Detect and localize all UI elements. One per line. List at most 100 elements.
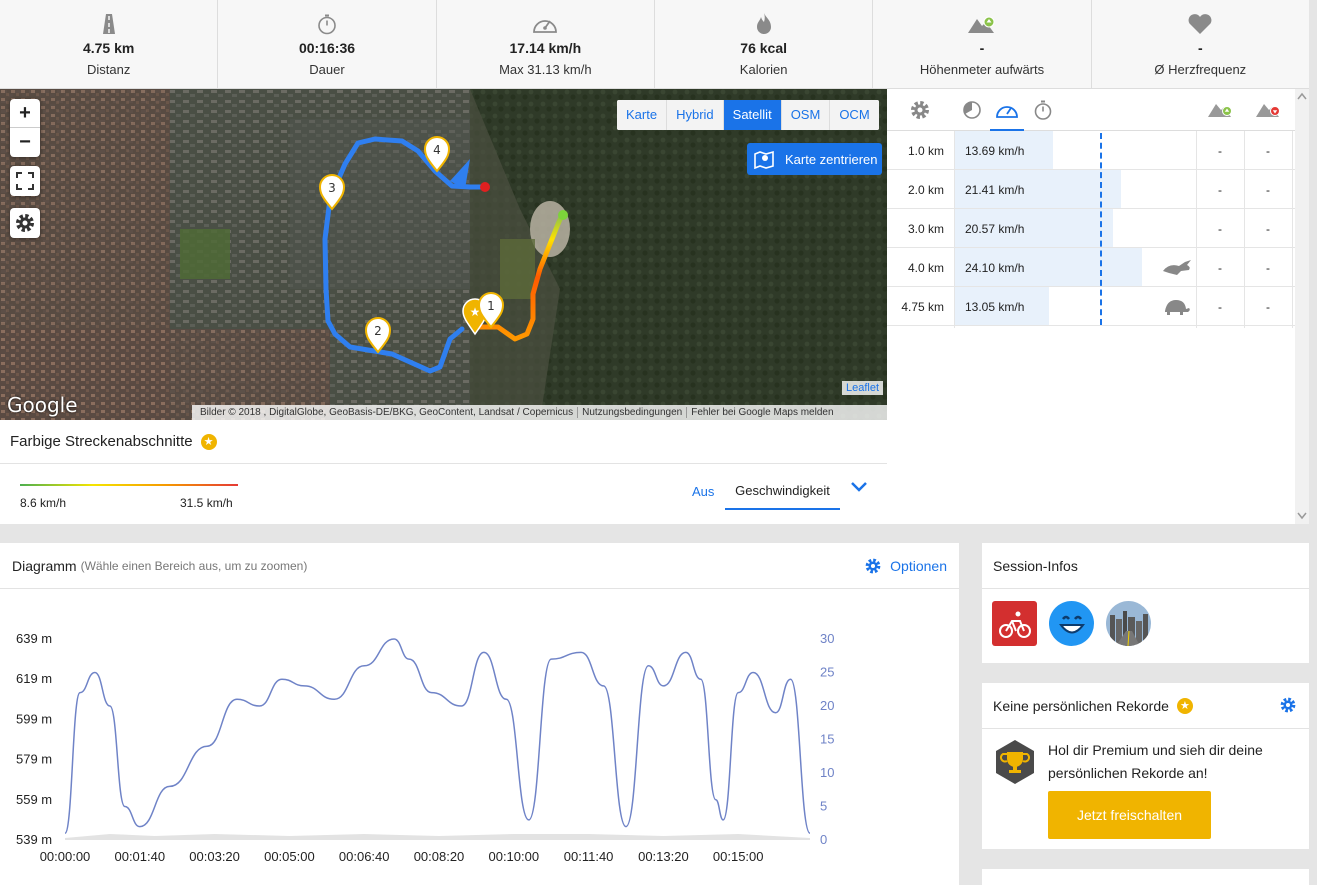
elevation-area xyxy=(65,834,810,840)
color-option-speed[interactable]: Geschwindigkeit xyxy=(725,476,840,510)
svg-text:★: ★ xyxy=(470,305,481,319)
x-tick-label: 00:10:00 xyxy=(488,849,539,864)
split-speed-bar xyxy=(955,131,1053,169)
stat-value: 00:16:36 xyxy=(298,40,356,56)
gear-icon[interactable] xyxy=(909,99,931,126)
gradient-min-label: 8.6 km/h xyxy=(20,496,67,510)
x-tick-label: 00:06:40 xyxy=(339,849,390,864)
leaflet-link[interactable]: Leaflet xyxy=(842,381,884,395)
split-speed: 20.57 km/h xyxy=(965,222,1025,236)
gradient-max-label: 31.5 km/h xyxy=(180,496,233,510)
map-marker[interactable]: 3 xyxy=(318,174,346,211)
route-map[interactable]: ★ 1 2 3 4 + − Karte Hybrid Satellit OSM xyxy=(0,89,887,420)
split-row[interactable]: 2.0 km 21.41 km/h - - xyxy=(887,170,1309,209)
map-attribution: Bilder © 2018 , DigitalGlobe, GeoBasis-D… xyxy=(192,405,887,420)
layer-hybrid[interactable]: Hybrid xyxy=(667,100,724,130)
y-left-tick-label: 639 m xyxy=(16,631,52,646)
split-elevation-down: - xyxy=(1266,222,1270,236)
terms-link[interactable]: Nutzungsbedingungen xyxy=(578,407,688,418)
records-message: Hol dir Premium und sieh dir deine persö… xyxy=(1048,742,1263,781)
x-tick-label: 00:11:40 xyxy=(564,849,614,864)
y-right-tick-label: 5 xyxy=(820,799,827,814)
split-elevation-up: - xyxy=(1218,300,1222,314)
session-title: Session-Infos xyxy=(993,557,1078,574)
split-distance: 3.0 km xyxy=(907,222,944,236)
y-right-tick-label: 15 xyxy=(820,732,834,747)
fullscreen-icon xyxy=(16,172,34,190)
stat-label: Max 31.13 km/h xyxy=(499,62,592,77)
smiley-icon[interactable] xyxy=(1049,601,1094,646)
x-tick-label: 00:03:20 xyxy=(189,849,240,864)
color-option-off[interactable]: Aus xyxy=(692,484,715,499)
gear-icon[interactable] xyxy=(1279,696,1297,719)
average-speed-line xyxy=(1100,133,1102,325)
speedometer-icon xyxy=(437,12,654,36)
x-tick-label: 00:01:40 xyxy=(114,849,165,864)
records-panel: Keine persönlichen Rekorde ★ Hol dir Pre… xyxy=(982,683,1309,849)
split-elevation-down: - xyxy=(1266,144,1270,158)
fullscreen-button[interactable] xyxy=(10,166,40,196)
stat-value: 4.75 km xyxy=(82,40,135,56)
section-title: Farbige Streckenabschnitte xyxy=(10,433,193,450)
map-marker[interactable]: 4 xyxy=(423,136,451,173)
turtle-icon xyxy=(1161,296,1191,319)
marker-label: 3 xyxy=(328,181,336,195)
zoom-control: + − xyxy=(10,99,40,157)
chevron-down-icon[interactable] xyxy=(850,480,868,498)
skyline-icon[interactable] xyxy=(1106,601,1151,646)
split-speed-bar xyxy=(955,209,1113,247)
split-row[interactable]: 4.0 km 24.10 km/h - - xyxy=(887,248,1309,287)
mountain-up-icon[interactable] xyxy=(1207,99,1235,124)
layer-osm[interactable]: OSM xyxy=(781,100,831,130)
map-layer-switcher: Karte Hybrid Satellit OSM OCM xyxy=(617,100,879,130)
pace-icon[interactable] xyxy=(962,100,982,125)
y-right-tick-label: 10 xyxy=(820,765,834,780)
y-left-tick-label: 559 m xyxy=(16,792,52,807)
session-info-panel: Session-Infos xyxy=(982,543,1309,663)
map-settings-button[interactable] xyxy=(10,208,40,238)
splits-table-header xyxy=(887,89,1309,131)
options-button[interactable]: Optionen xyxy=(864,557,947,575)
split-distance: 1.0 km xyxy=(907,144,944,158)
split-elevation-up: - xyxy=(1218,222,1222,236)
zoom-out-button[interactable]: − xyxy=(19,131,31,153)
map-marker[interactable]: 2 xyxy=(364,317,392,354)
split-row[interactable]: 4.75 km 13.05 km/h - - xyxy=(887,287,1309,326)
gear-icon xyxy=(865,558,881,574)
layer-ocm[interactable]: OCM xyxy=(830,100,879,130)
zoom-in-button[interactable]: + xyxy=(10,99,40,128)
split-elevation-down: - xyxy=(1266,183,1270,197)
y-right-tick-label: 30 xyxy=(820,631,834,646)
stat-elevation-up: - Höhenmeter aufwärts xyxy=(873,0,1092,88)
layer-satellit[interactable]: Satellit xyxy=(723,100,782,130)
cycling-icon[interactable] xyxy=(992,601,1037,646)
center-map-label: Karte zentrieren xyxy=(785,151,878,167)
map-marker[interactable]: 1 xyxy=(477,292,505,329)
split-speed-bar xyxy=(955,287,1049,325)
report-error-link[interactable]: Fehler bei Google Maps melden xyxy=(691,407,834,418)
road-icon xyxy=(0,12,217,36)
marker-label: 1 xyxy=(487,299,495,313)
heart-icon xyxy=(1092,12,1309,36)
next-panel xyxy=(982,869,1309,885)
column-divider xyxy=(1196,131,1245,328)
trophy-icon xyxy=(994,739,1036,790)
stat-value: - xyxy=(1197,40,1203,56)
panel-scrollbar[interactable] xyxy=(1295,89,1309,524)
stopwatch-icon[interactable] xyxy=(1033,99,1053,126)
center-map-button[interactable]: Karte zentrieren xyxy=(747,143,882,175)
speedometer-icon[interactable] xyxy=(990,97,1024,131)
split-row[interactable]: 1.0 km 13.69 km/h - - xyxy=(887,131,1309,170)
y-left-tick-label: 539 m xyxy=(16,832,52,847)
split-distance: 4.75 km xyxy=(901,300,944,314)
mountain-up-icon xyxy=(873,12,1090,36)
split-elevation-down: - xyxy=(1266,300,1270,314)
speed-elevation-chart[interactable]: 539 m 559 m 579 m 599 m 619 m 639 m 0 5 10 15 20 25… xyxy=(0,590,959,885)
split-elevation-up: - xyxy=(1218,144,1222,158)
mountain-down-icon[interactable] xyxy=(1255,99,1283,124)
x-tick-label: 00:08:20 xyxy=(414,849,465,864)
unlock-premium-button[interactable]: Jetzt freischalten xyxy=(1048,791,1211,839)
colored-sections-panel: Farbige Streckenabschnitte ★ 8.6 km/h 31… xyxy=(0,420,887,524)
split-row[interactable]: 3.0 km 20.57 km/h - - xyxy=(887,209,1309,248)
layer-karte[interactable]: Karte xyxy=(617,100,668,130)
